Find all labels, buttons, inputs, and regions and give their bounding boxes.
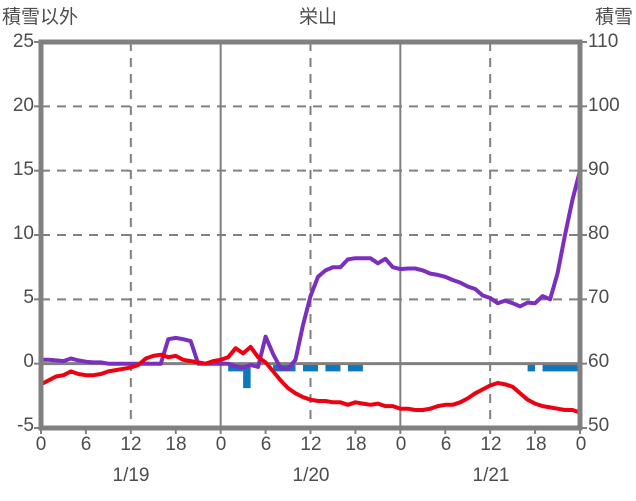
left-axis-tick-3: 10 bbox=[12, 223, 34, 244]
right-axis-unit-label: 積雪 bbox=[594, 7, 633, 28]
right-axis-tick-6: 50 bbox=[588, 415, 610, 436]
data-lines bbox=[39, 168, 582, 415]
x-axis-tick-10: 12 bbox=[480, 434, 502, 455]
x-axis-tick-12: 0 bbox=[575, 434, 587, 455]
day-label-1: 1/20 bbox=[292, 465, 330, 486]
right-axis-tick-0: 110 bbox=[588, 31, 619, 52]
right-axis-tick-1: 100 bbox=[588, 95, 620, 116]
left-axis-tick-5: 0 bbox=[23, 351, 34, 372]
x-axis-tick-2: 12 bbox=[120, 434, 142, 455]
x-axis-tick-9: 6 bbox=[440, 434, 452, 455]
x-axis-tick-11: 18 bbox=[525, 434, 547, 455]
left-axis-tick-6: -5 bbox=[17, 415, 34, 436]
x-axis-tick-3: 18 bbox=[165, 434, 187, 455]
left-axis-tick-4: 5 bbox=[23, 287, 34, 308]
left-axis-unit-label: 積雪以外 bbox=[2, 7, 79, 28]
page-title: 栄山 bbox=[298, 7, 337, 28]
x-axis-tick-1: 6 bbox=[80, 434, 92, 455]
day-label-0: 1/19 bbox=[112, 465, 150, 486]
right-axis-tick-5: 60 bbox=[588, 351, 610, 372]
day-label-2: 1/21 bbox=[472, 465, 510, 486]
x-axis-tick-6: 12 bbox=[300, 434, 322, 455]
x-axis-tick-5: 6 bbox=[260, 434, 272, 455]
right-axis-tick-4: 70 bbox=[588, 287, 610, 308]
x-axis-tick-7: 18 bbox=[345, 434, 367, 455]
x-axis-tick-4: 0 bbox=[215, 434, 227, 455]
x-axis-tick-0: 0 bbox=[35, 434, 47, 455]
left-axis-tick-0: 25 bbox=[12, 31, 34, 52]
x-axis-tick-8: 0 bbox=[395, 434, 407, 455]
left-axis-tick-1: 20 bbox=[12, 95, 34, 116]
right-axis-tick-2: 90 bbox=[588, 159, 610, 180]
left-axis-tick-2: 15 bbox=[12, 159, 34, 180]
axis-tick-marks bbox=[34, 41, 587, 434]
right-axis-tick-3: 80 bbox=[588, 223, 610, 244]
